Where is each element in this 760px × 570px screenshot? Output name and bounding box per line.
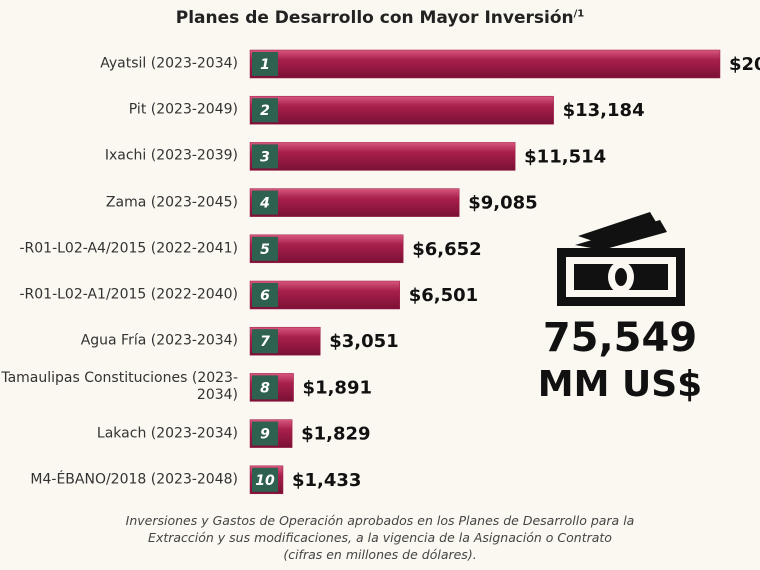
category-label: Zama (2023-2045) [105, 194, 238, 211]
title-block: Planes de Desarrollo con Mayor Inversión… [0, 8, 760, 28]
value-label: $13,184 [563, 100, 645, 121]
value-label: $20,409 [729, 54, 760, 75]
total-unit: MM US$ [538, 364, 702, 405]
rank-label: 5 [260, 242, 270, 258]
category-label: Pit (2023-2049) [128, 101, 238, 118]
rank-label: 9 [260, 427, 270, 443]
rank-badge [252, 190, 278, 215]
value-label: $1,891 [303, 377, 372, 398]
value-label: $6,501 [409, 285, 478, 306]
footnote-line: Inversiones y Gastos de Operación aproba… [125, 513, 635, 528]
category-label: M4-ÉBANO/2018 (2023-2048) [30, 471, 238, 488]
category-label: Tamaulipas Constituciones (2023-2034) [1, 370, 238, 404]
category-label: -R01-L02-A1/2015 (2022-2040) [19, 286, 238, 303]
value-label: $9,085 [468, 193, 537, 214]
rank-badge [252, 329, 278, 354]
rank-label: 10 [255, 473, 275, 489]
bar [249, 95, 554, 125]
category-label: Agua Fría (2023-2034) [80, 332, 238, 349]
rank-label: 6 [260, 288, 270, 304]
bar [249, 49, 721, 79]
rank-badge [252, 375, 278, 400]
rank-badge [252, 421, 278, 446]
rank-badge [252, 236, 278, 261]
rank-label: 2 [260, 103, 270, 119]
rank-badge [252, 467, 278, 492]
title-note: /1 [573, 8, 585, 20]
value-label: $1,433 [292, 470, 361, 491]
footnote-line: (cifras en millones de dólares). [283, 547, 477, 562]
category-label: Ayatsil (2023-2034) [100, 55, 238, 72]
value-label: $3,051 [329, 331, 398, 352]
rank-label: 7 [260, 334, 270, 350]
category-label: Ixachi (2023-2039) [104, 147, 238, 164]
footnote: Inversiones y Gastos de Operación aproba… [0, 512, 760, 563]
category-label: -R01-L02-A4/2015 (2022-2041) [19, 240, 238, 257]
rank-badge [252, 98, 278, 123]
rank-badge [252, 283, 278, 307]
value-label: $1,829 [301, 424, 370, 445]
footnote-line: Extracción y sus modificaciones, a la vi… [148, 530, 612, 545]
rank-label: 3 [260, 149, 270, 165]
value-label: $11,514 [524, 146, 606, 167]
rank-badge [252, 144, 278, 169]
rank-badge [252, 52, 278, 76]
bar [249, 142, 516, 171]
rank-label: 8 [260, 380, 270, 396]
rank-label: 1 [260, 57, 270, 73]
money-icon [557, 212, 685, 306]
category-label: Lakach (2023-2034) [96, 425, 238, 442]
total: 75,549 [543, 315, 697, 361]
bar [249, 188, 460, 217]
chart-title: Planes de Desarrollo con Mayor Inversión [175, 8, 574, 28]
rank-label: 4 [259, 196, 270, 212]
value-label: $6,652 [412, 239, 481, 260]
